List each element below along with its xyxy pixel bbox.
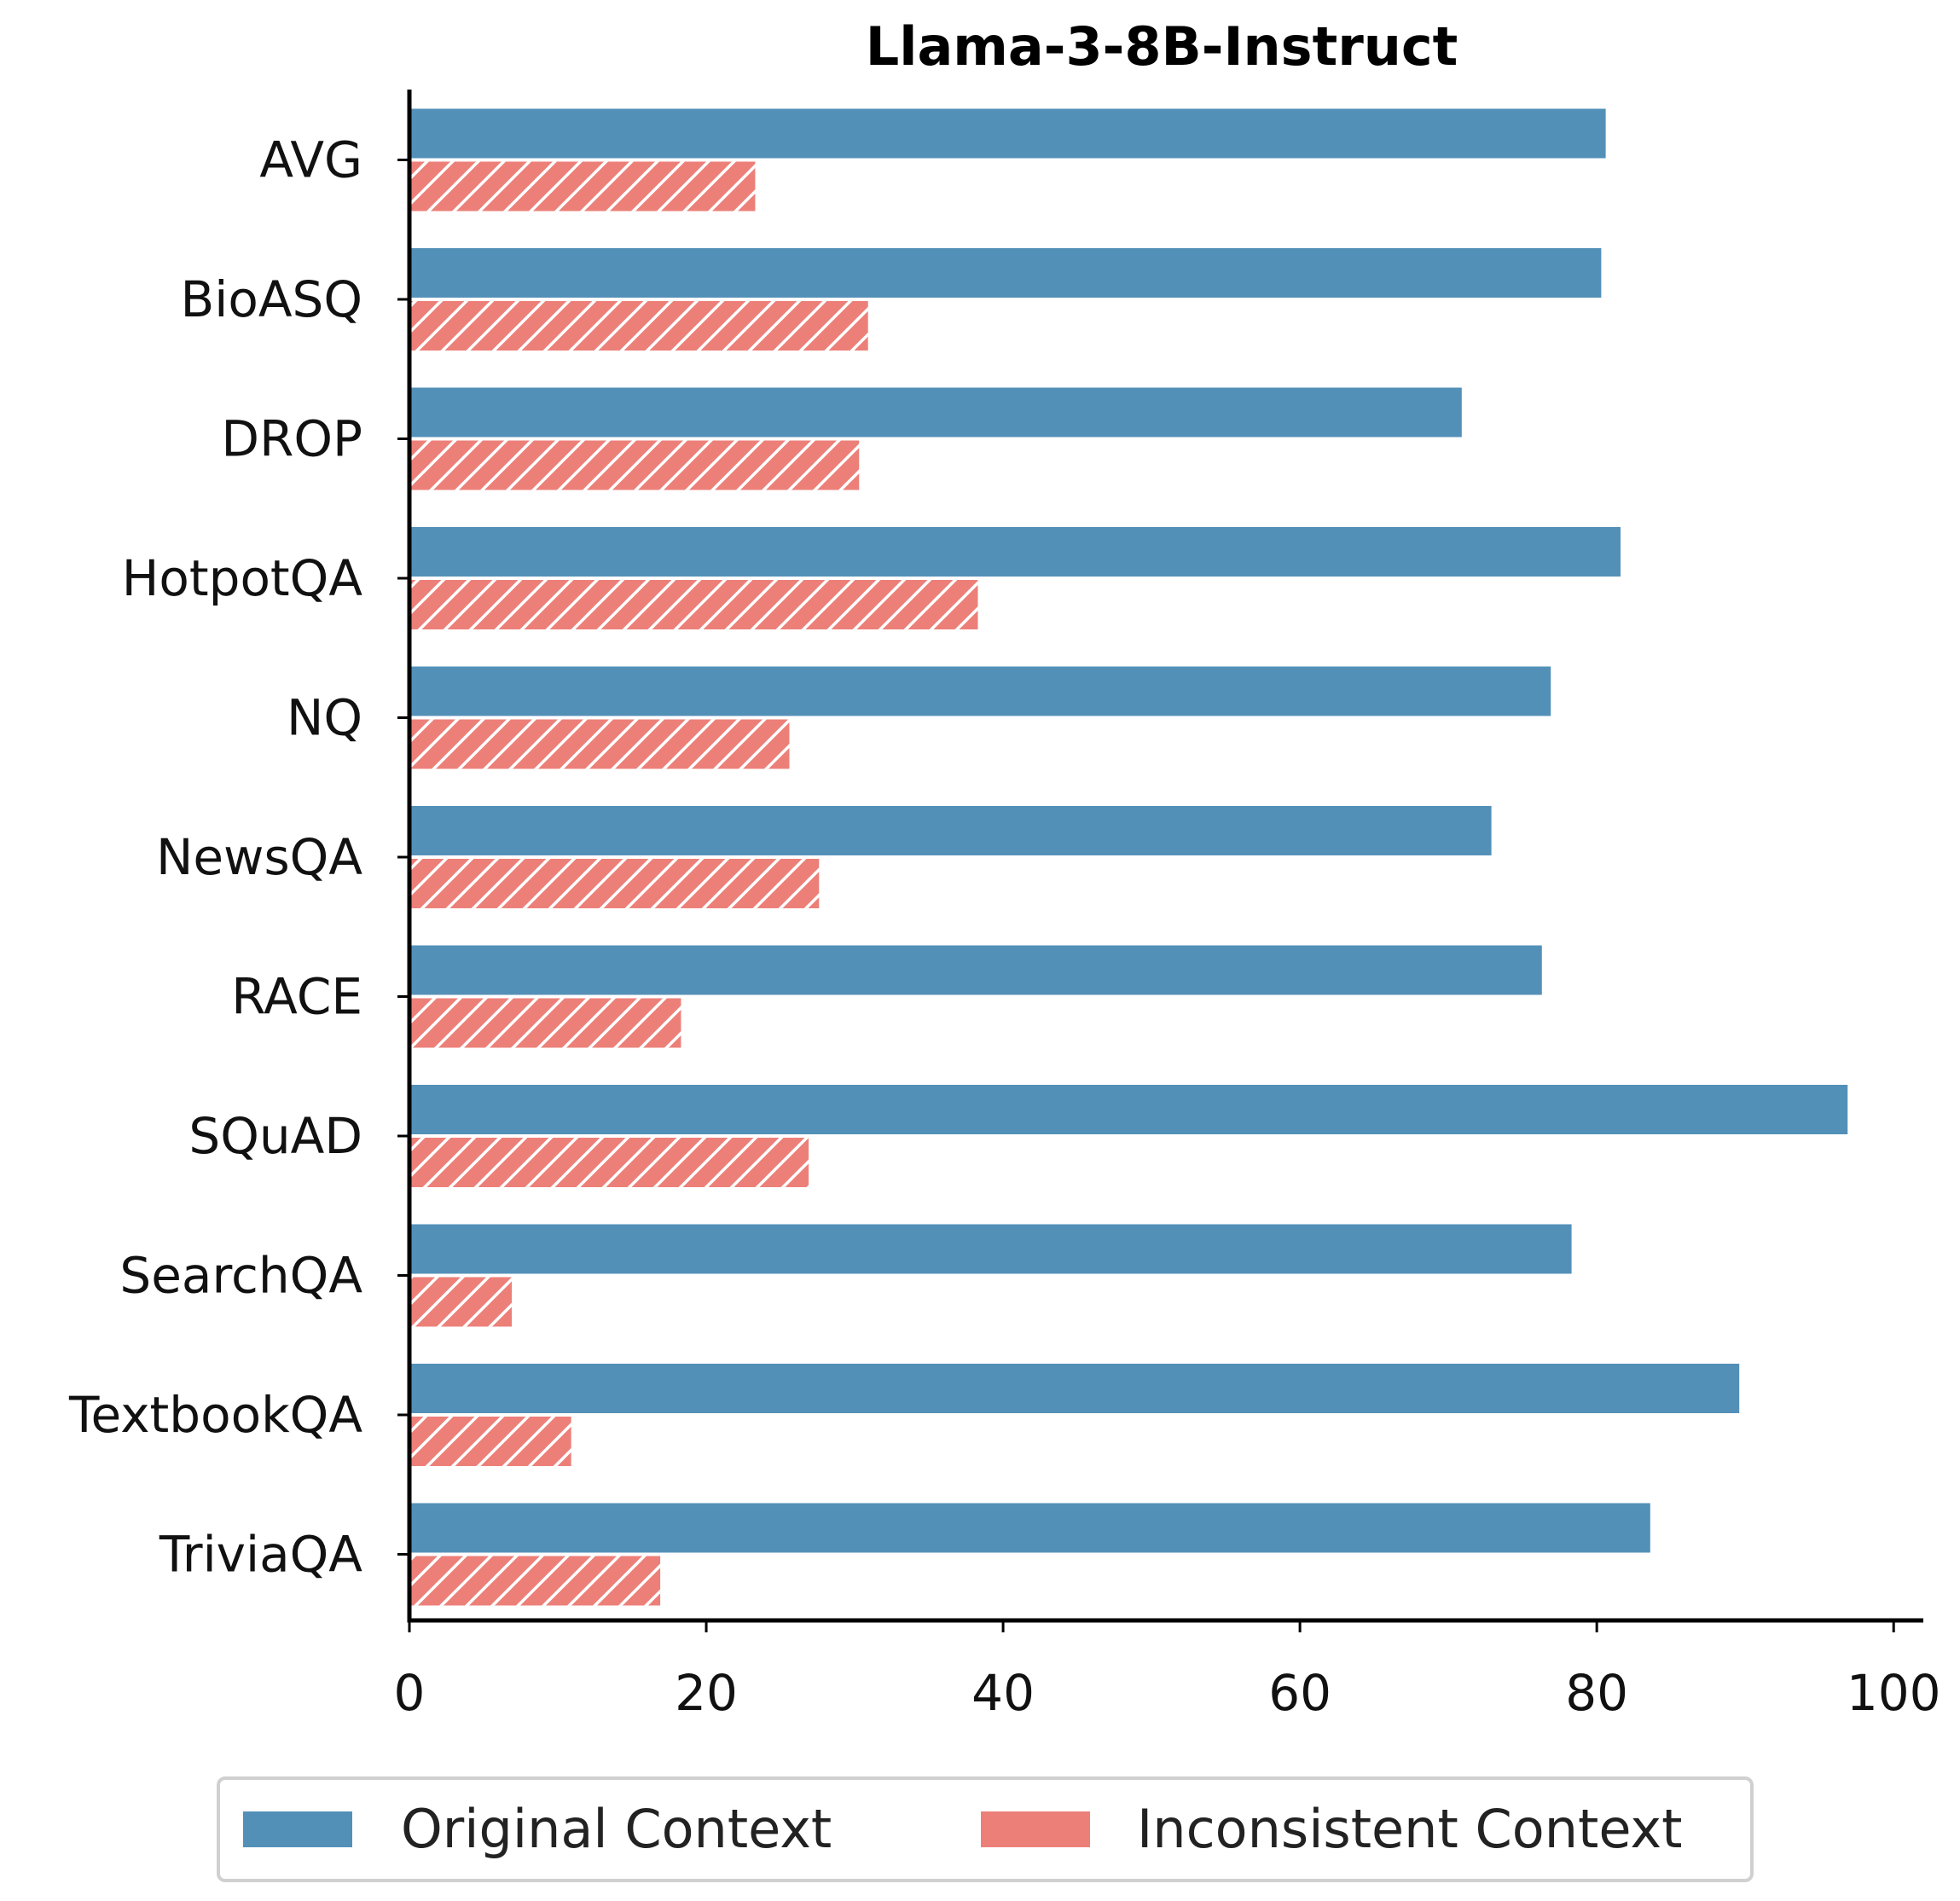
bar-inconsistent-hotpotqa: [409, 580, 978, 629]
bar-inconsistent-triviaqa: [409, 1556, 661, 1606]
chart-title: Llama-3-8B-Instruct: [866, 15, 1458, 78]
y-tick-label-newsqa: NewsQA: [156, 828, 362, 886]
y-tick-label-drop: DROP: [221, 410, 362, 468]
bar-original-triviaqa: [409, 1503, 1650, 1553]
x-tick-label-100: 100: [1847, 1664, 1941, 1722]
bar-inconsistent-squad: [409, 1138, 809, 1187]
bar-inconsistent-avg: [409, 161, 756, 212]
bar-original-avg: [409, 108, 1606, 159]
bar-inconsistent-nq: [409, 719, 790, 769]
bar-original-searchqa: [409, 1224, 1572, 1274]
x-tick-label-0: 0: [394, 1664, 426, 1722]
y-tick-label-searchqa: SearchQA: [119, 1247, 362, 1305]
bar-original-bioasq: [409, 248, 1602, 298]
y-tick-label-avg: AVG: [259, 131, 362, 189]
y-tick-label-squad: SQuAD: [188, 1107, 362, 1165]
bar-original-nq: [409, 666, 1551, 716]
x-tick-label-80: 80: [1565, 1664, 1628, 1722]
bar-inconsistent-bioasq: [409, 301, 868, 351]
y-tick-label-race: RACE: [231, 968, 362, 1026]
bar-original-textbookqa: [409, 1364, 1740, 1413]
bar-original-hotpotqa: [409, 527, 1621, 577]
bar-original-race: [409, 945, 1542, 995]
legend-label-inconsistent: Inconsistent Context: [1137, 1798, 1682, 1860]
y-tick-label-nq: NQ: [287, 689, 362, 747]
bar-inconsistent-drop: [409, 440, 860, 490]
bar-inconsistent-race: [409, 998, 681, 1048]
legend-label-original: Original Context: [401, 1798, 832, 1860]
bar-original-drop: [409, 387, 1462, 438]
y-tick-label-textbookqa: TextbookQA: [68, 1386, 362, 1444]
legend-swatch-inconsistent: [981, 1811, 1090, 1847]
bar-inconsistent-textbookqa: [409, 1417, 571, 1466]
y-tick-label-bioasq: BioASQ: [180, 270, 362, 328]
bar-inconsistent-newsqa: [409, 859, 820, 908]
y-tick-label-triviaqa: TriviaQA: [159, 1526, 362, 1584]
bar-original-squad: [409, 1085, 1848, 1134]
bar-inconsistent-searchqa: [409, 1277, 513, 1327]
legend-swatch-original: [243, 1811, 352, 1847]
y-tick-label-hotpotqa: HotpotQA: [122, 549, 363, 607]
x-tick-label-40: 40: [971, 1664, 1035, 1722]
bar-original-newsqa: [409, 806, 1492, 855]
x-tick-label-60: 60: [1268, 1664, 1331, 1722]
x-tick-label-20: 20: [675, 1664, 738, 1722]
